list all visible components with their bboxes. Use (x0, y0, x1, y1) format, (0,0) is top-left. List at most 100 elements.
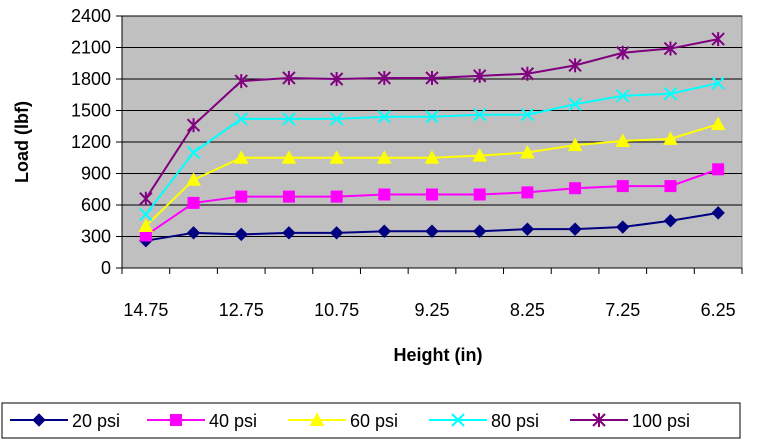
data-point (186, 172, 201, 186)
y-tick-label: 600 (81, 195, 111, 215)
data-point (568, 222, 582, 236)
legend-marker (32, 413, 46, 427)
data-point (186, 118, 201, 133)
legend-label: 100 psi (632, 411, 690, 431)
legend-item: 20 psi (10, 411, 120, 431)
y-tick-label: 2400 (71, 6, 111, 26)
legend-marker (170, 414, 182, 426)
data-point (710, 116, 726, 131)
data-point (425, 70, 439, 85)
y-tick-label: 2100 (71, 38, 111, 58)
y-tick-label: 0 (101, 258, 111, 278)
legend-label: 80 psi (491, 411, 539, 431)
legend-label: 60 psi (350, 411, 398, 431)
x-tick-labels: 14.75 12.75 10.75 9.25 8.25 7.25 6.25 (123, 300, 735, 320)
x-tick-label: 12.75 (219, 300, 264, 320)
data-point (235, 190, 248, 203)
y-tick-label: 300 (81, 227, 111, 247)
data-point (712, 163, 725, 176)
data-point (520, 107, 535, 122)
x-tick-label: 7.25 (605, 300, 640, 320)
data-point (425, 224, 439, 238)
x-tick-label: 6.25 (701, 300, 736, 320)
data-point (330, 190, 343, 203)
data-point (377, 110, 392, 124)
data-point (234, 227, 248, 242)
data-point (329, 150, 344, 164)
series-60-psi (138, 116, 726, 232)
data-point (233, 150, 249, 164)
data-point (663, 41, 678, 56)
legend-marker (592, 413, 606, 427)
data-point (521, 186, 534, 199)
data-point (663, 214, 678, 228)
legend-item: 80 psi (429, 411, 539, 431)
data-point (616, 45, 630, 60)
data-point (377, 70, 392, 85)
data-point (520, 66, 535, 81)
data-point (424, 150, 440, 164)
data-point (376, 150, 392, 164)
data-point (520, 222, 535, 236)
x-tick-label: 10.75 (314, 300, 359, 320)
data-point (616, 220, 630, 234)
legend-label: 40 psi (209, 411, 257, 431)
series-40-psi (139, 163, 725, 242)
data-point (186, 226, 201, 240)
x-tick-label: 9.25 (414, 300, 449, 320)
legend: 20 psi 40 psi 60 psi 80 psi 100 psi (1, 402, 741, 439)
data-point (711, 206, 725, 220)
x-axis-title: Height (in) (394, 345, 483, 365)
data-point (616, 180, 629, 193)
data-point (234, 112, 248, 126)
data-point (472, 224, 487, 238)
data-point (282, 70, 296, 85)
data-point (616, 89, 630, 103)
data-point (663, 131, 678, 145)
data-point (520, 144, 535, 159)
data-point (615, 133, 631, 147)
y-tick-label: 900 (81, 164, 111, 184)
series-100-psi (139, 32, 725, 206)
legend-item: 40 psi (147, 411, 257, 431)
legend-items: 20 psi 40 psi 60 psi 80 psi 100 psi (10, 411, 690, 431)
data-point (473, 188, 486, 201)
data-point (186, 145, 201, 160)
data-point (378, 188, 391, 201)
data-point (472, 148, 488, 162)
y-axis-title: Load (lbf) (12, 101, 32, 183)
x-tick-label: 14.75 (123, 300, 168, 320)
data-point (281, 150, 297, 164)
y-tick-label: 1800 (71, 69, 111, 89)
legend-item: 60 psi (288, 411, 398, 431)
legend-label: 20 psi (72, 411, 120, 431)
data-point (139, 191, 153, 206)
data-point (282, 226, 296, 240)
data-point (329, 112, 344, 126)
data-point (425, 110, 439, 124)
axes (116, 15, 743, 274)
legend-item: 100 psi (570, 411, 690, 431)
y-tick-label: 1500 (71, 101, 111, 121)
data-point (711, 76, 725, 90)
data-point (472, 107, 487, 122)
data-point (663, 86, 678, 101)
data-point (711, 32, 725, 47)
series-80-psi (139, 76, 725, 222)
data-point (569, 182, 582, 195)
data-point (187, 196, 200, 209)
data-point (329, 226, 344, 240)
data-point (472, 68, 487, 83)
data-point (139, 207, 153, 222)
legend-marker (451, 413, 465, 427)
x-tick-label: 8.25 (510, 300, 545, 320)
data-point (282, 190, 295, 203)
data-point (664, 180, 677, 193)
data-point (282, 112, 296, 126)
series-layer (138, 32, 726, 248)
data-point (234, 74, 248, 89)
y-tick-labels: 0 300 600 900 1200 1500 1800 2100 2400 (71, 6, 111, 278)
data-point (138, 218, 154, 232)
